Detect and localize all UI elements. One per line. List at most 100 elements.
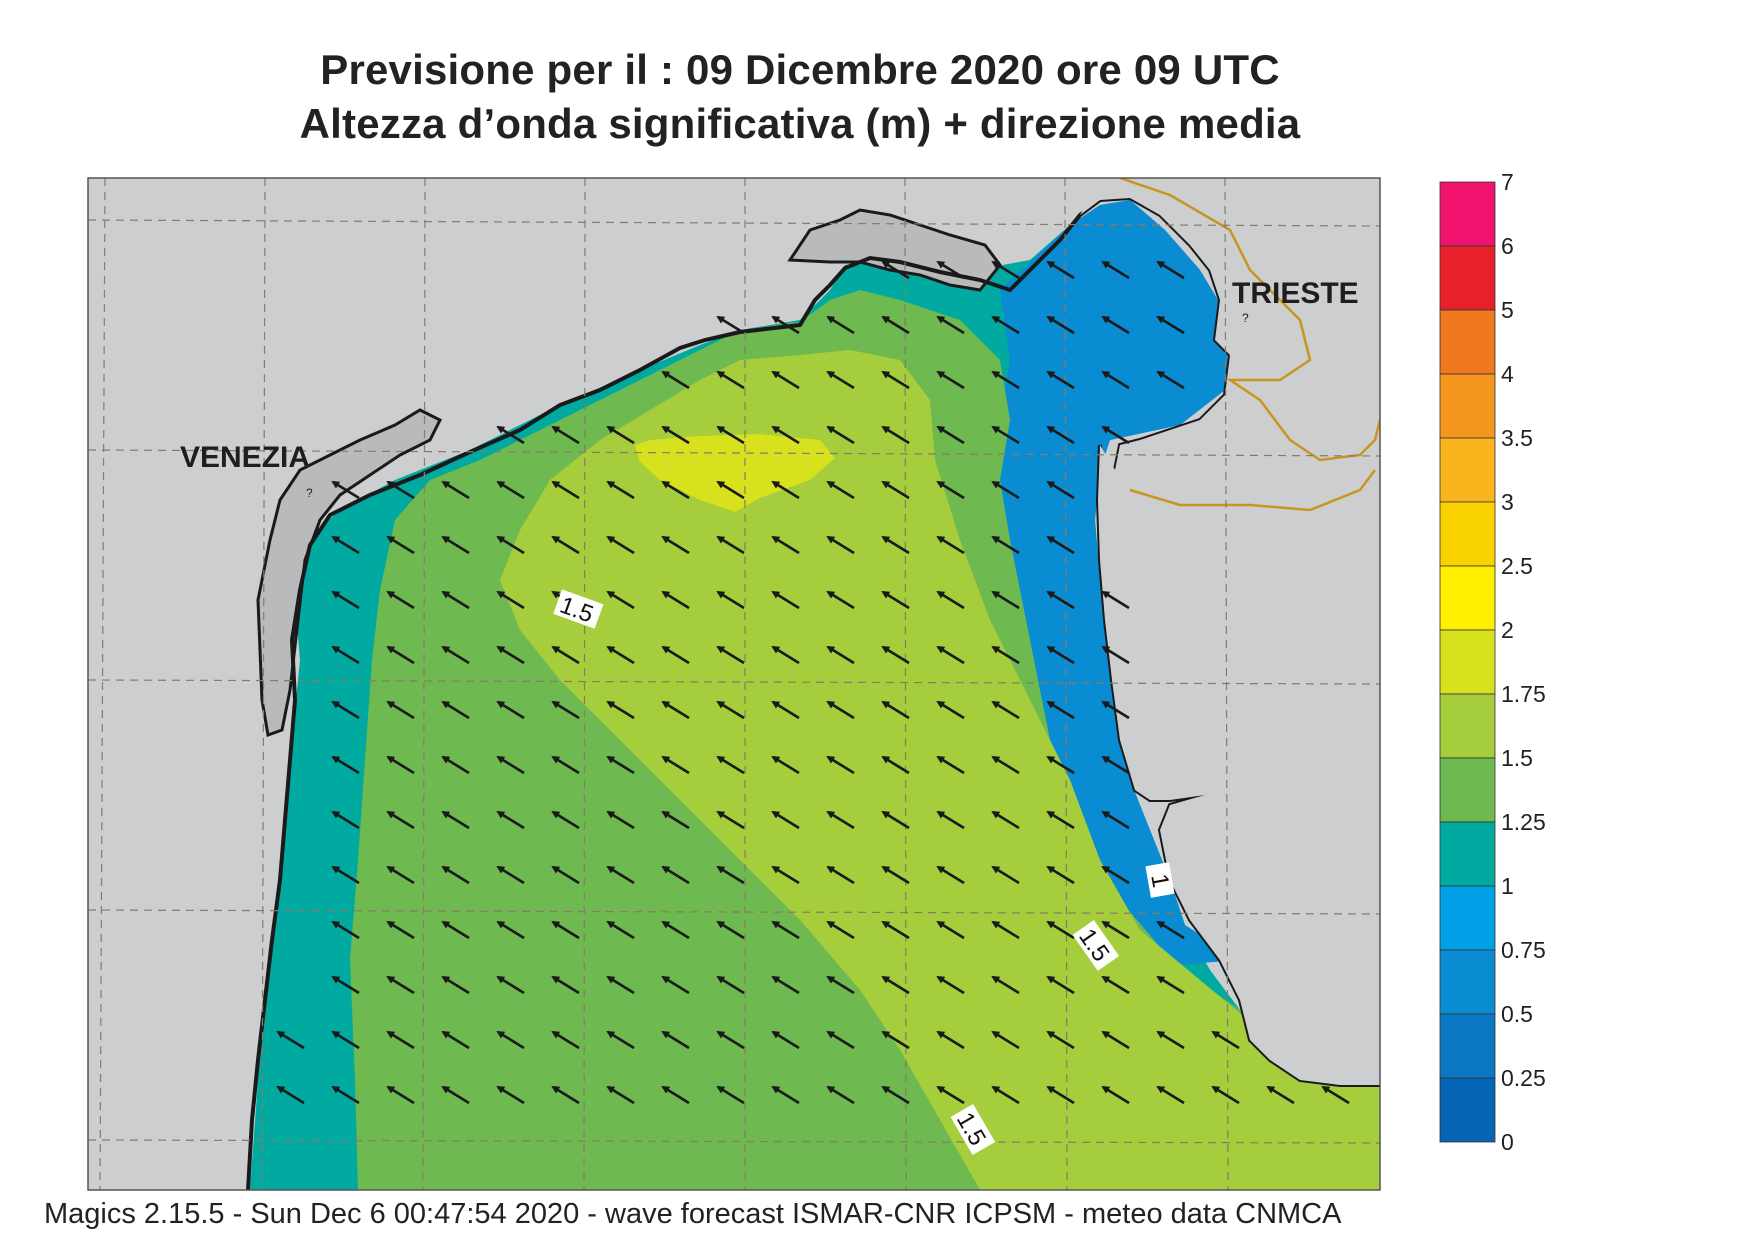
direction-arrow bbox=[441, 975, 470, 995]
direction-arrow bbox=[1156, 315, 1185, 335]
direction-arrow bbox=[1101, 1085, 1130, 1105]
direction-arrow bbox=[606, 975, 635, 995]
direction-arrow bbox=[826, 1030, 855, 1050]
direction-arrow bbox=[771, 480, 800, 500]
direction-arrow bbox=[661, 975, 690, 995]
legend-swatch bbox=[1439, 693, 1496, 759]
direction-arrow bbox=[771, 315, 800, 335]
direction-arrow bbox=[1101, 865, 1130, 885]
legend-swatch bbox=[1439, 885, 1496, 951]
direction-arrow bbox=[661, 425, 690, 445]
direction-arrow bbox=[771, 425, 800, 445]
sea-blue-zone bbox=[995, 200, 1240, 965]
direction-arrow bbox=[1101, 1030, 1130, 1050]
direction-arrow bbox=[331, 480, 360, 500]
direction-arrow bbox=[771, 590, 800, 610]
direction-arrow bbox=[1046, 480, 1075, 500]
map-subtitle: Altezza d’onda significativa (m) + direz… bbox=[299, 100, 1301, 147]
direction-arrow bbox=[606, 1030, 635, 1050]
direction-arrow bbox=[991, 920, 1020, 940]
direction-arrow bbox=[661, 810, 690, 830]
direction-arrow bbox=[936, 590, 965, 610]
direction-arrow bbox=[1156, 260, 1185, 280]
direction-arrow bbox=[331, 810, 360, 830]
contour-label: 1 bbox=[1145, 862, 1175, 898]
map-title: Previsione per il : 09 Dicembre 2020 ore… bbox=[320, 46, 1280, 93]
direction-arrow bbox=[716, 700, 745, 720]
direction-arrow bbox=[661, 700, 690, 720]
direction-arrow bbox=[1046, 315, 1075, 335]
direction-arrow bbox=[881, 590, 910, 610]
direction-arrow bbox=[991, 645, 1020, 665]
direction-arrow bbox=[331, 865, 360, 885]
direction-arrow bbox=[331, 975, 360, 995]
legend-colorbar: 7 6 5 4 3.5 3 2.5 2 1.75 1.5 1.25 1 0.75 0.5 0.25 0 bbox=[1439, 169, 1546, 1155]
direction-arrow bbox=[606, 645, 635, 665]
direction-arrow bbox=[881, 1085, 910, 1105]
legend-tick-label: 1.5 bbox=[1501, 745, 1533, 771]
direction-arrow bbox=[881, 755, 910, 775]
direction-arrow bbox=[826, 810, 855, 830]
direction-arrow bbox=[991, 535, 1020, 555]
legend-swatch bbox=[1439, 757, 1496, 823]
city-marker-venezia: ? bbox=[306, 486, 313, 500]
direction-arrow bbox=[936, 755, 965, 775]
direction-arrow bbox=[496, 755, 525, 775]
direction-arrow bbox=[1101, 370, 1130, 390]
direction-arrow bbox=[881, 700, 910, 720]
direction-arrow bbox=[991, 315, 1020, 335]
direction-arrow bbox=[936, 920, 965, 940]
direction-arrow bbox=[991, 590, 1020, 610]
direction-arrow bbox=[716, 425, 745, 445]
direction-arrow bbox=[606, 425, 635, 445]
direction-arrow bbox=[826, 425, 855, 445]
city-label-venezia: VENEZIA bbox=[180, 441, 310, 474]
direction-arrow bbox=[826, 480, 855, 500]
direction-arrow bbox=[936, 535, 965, 555]
direction-arrow bbox=[881, 810, 910, 830]
direction-arrow bbox=[606, 480, 635, 500]
direction-arrow bbox=[826, 700, 855, 720]
direction-arrow bbox=[441, 590, 470, 610]
direction-arrow bbox=[716, 975, 745, 995]
direction-arrow bbox=[991, 700, 1020, 720]
direction-arrow bbox=[1046, 425, 1075, 445]
direction-arrow bbox=[881, 370, 910, 390]
direction-arrow bbox=[331, 1085, 360, 1105]
legend-tick-label: 2 bbox=[1501, 617, 1514, 643]
direction-arrow bbox=[936, 425, 965, 445]
venice-lagoon bbox=[256, 408, 443, 738]
direction-arrow bbox=[881, 425, 910, 445]
direction-arrow bbox=[771, 700, 800, 720]
direction-arrow bbox=[771, 755, 800, 775]
direction-arrow bbox=[1156, 975, 1185, 995]
direction-arrow bbox=[1046, 590, 1075, 610]
direction-arrow bbox=[551, 755, 580, 775]
direction-arrow bbox=[441, 700, 470, 720]
direction-arrow bbox=[826, 920, 855, 940]
direction-arrow bbox=[991, 810, 1020, 830]
direction-arrow bbox=[1156, 920, 1185, 940]
direction-arrow bbox=[386, 535, 415, 555]
direction-arrow bbox=[386, 810, 415, 830]
direction-arrow bbox=[1046, 755, 1075, 775]
direction-arrow bbox=[716, 370, 745, 390]
direction-arrow bbox=[716, 315, 745, 335]
direction-arrow bbox=[606, 535, 635, 555]
direction-arrow bbox=[496, 865, 525, 885]
direction-arrow bbox=[936, 260, 965, 280]
direction-arrow bbox=[1101, 315, 1130, 335]
direction-arrow bbox=[1046, 1030, 1075, 1050]
direction-arrow bbox=[331, 535, 360, 555]
direction-arrow bbox=[551, 865, 580, 885]
direction-arrow bbox=[826, 1085, 855, 1105]
direction-arrow bbox=[661, 755, 690, 775]
direction-arrow bbox=[441, 755, 470, 775]
direction-arrow bbox=[331, 645, 360, 665]
direction-arrow bbox=[276, 1085, 305, 1105]
direction-arrow bbox=[331, 700, 360, 720]
direction-arrow bbox=[606, 1085, 635, 1105]
direction-arrow bbox=[661, 535, 690, 555]
direction-arrow bbox=[881, 975, 910, 995]
